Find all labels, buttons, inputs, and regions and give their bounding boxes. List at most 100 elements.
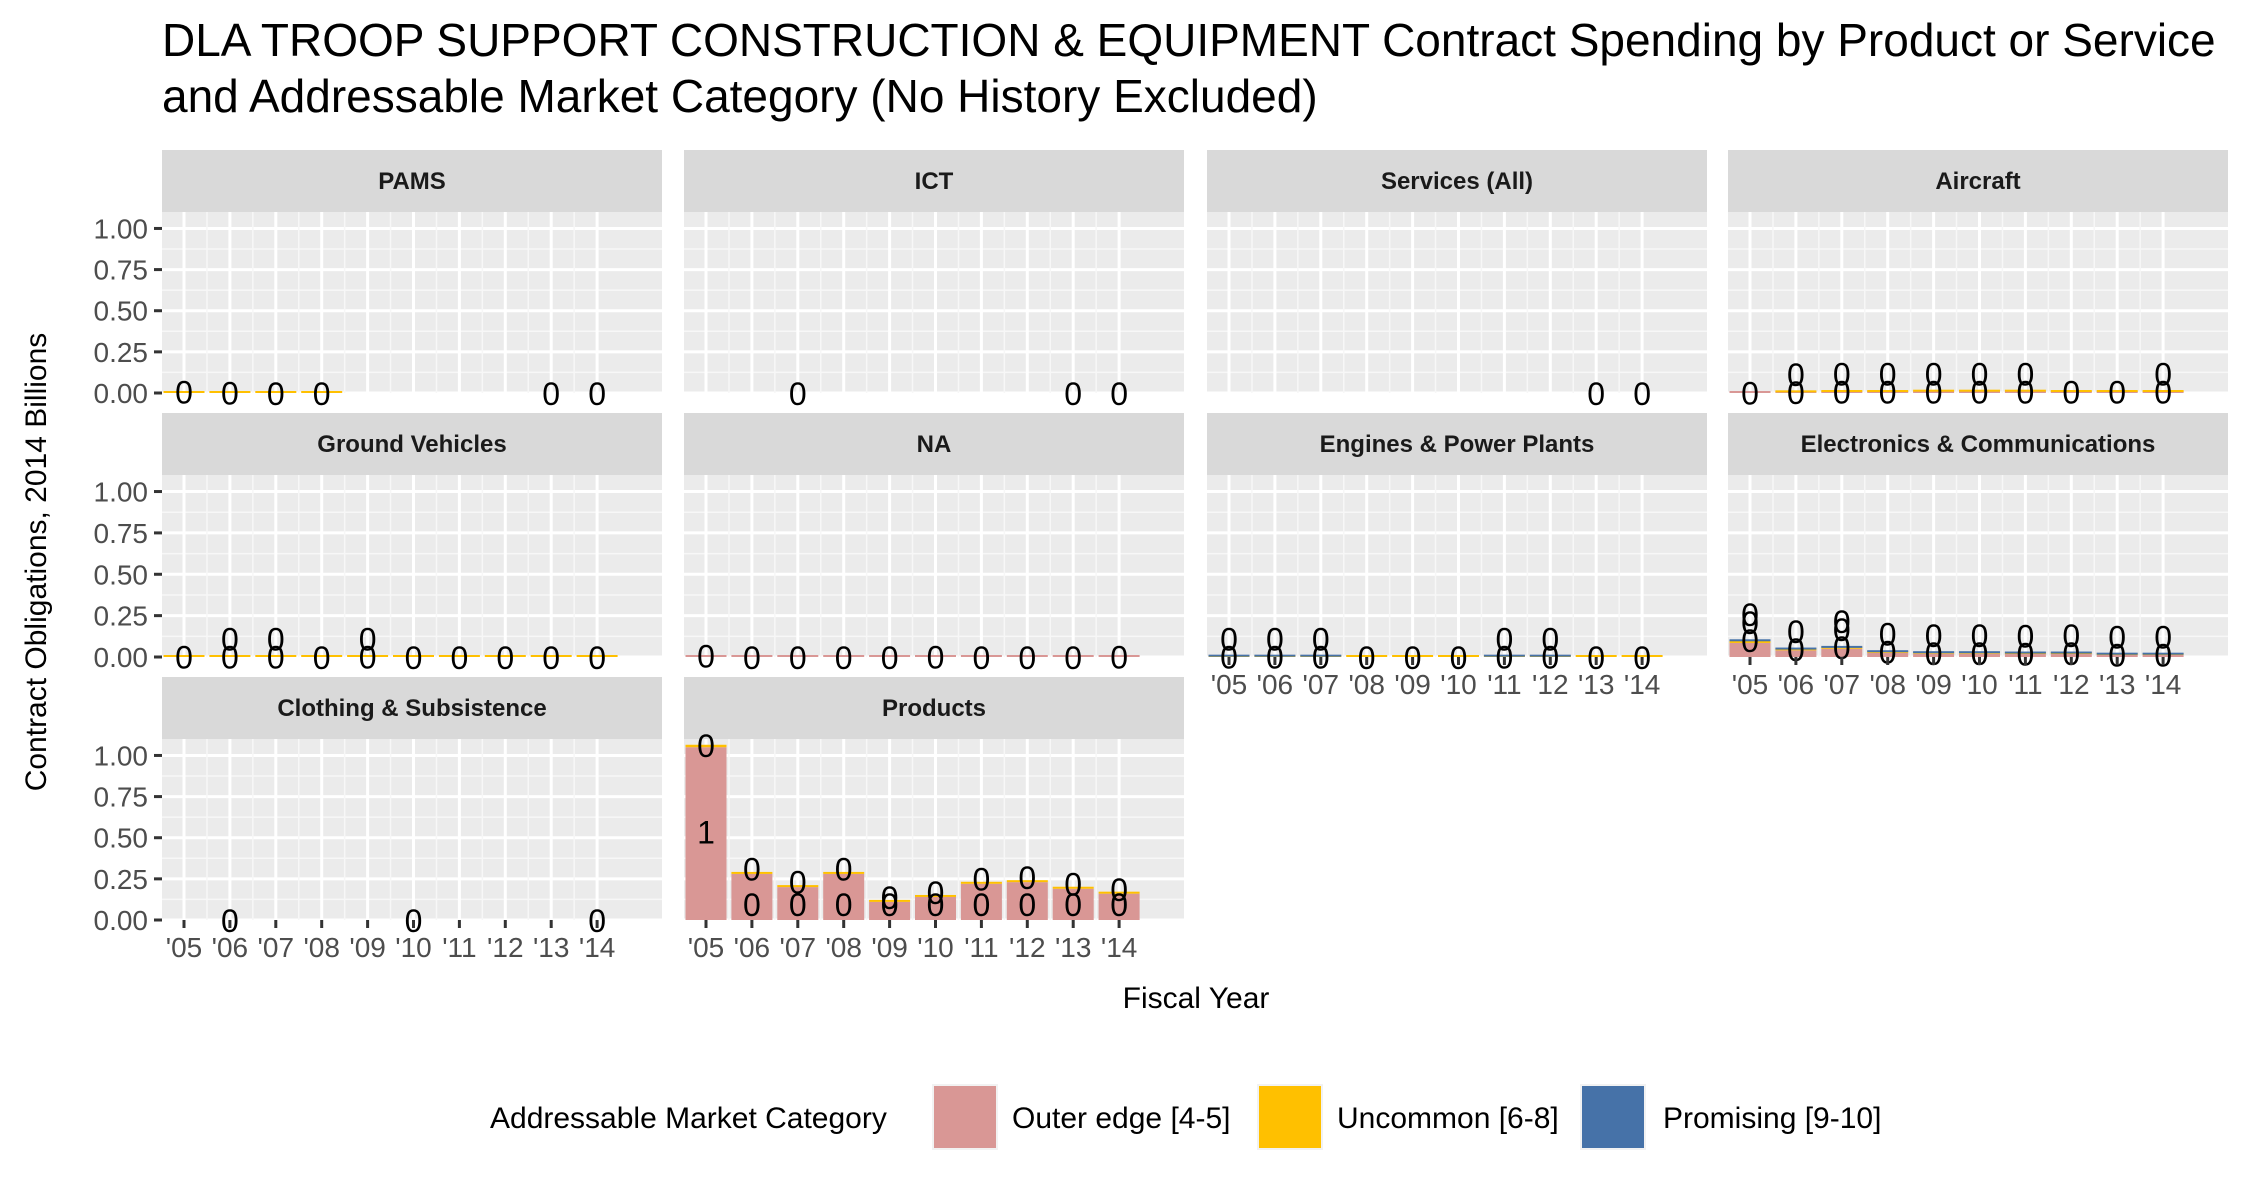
bar-outer-edge-4-5	[915, 896, 956, 920]
facet-strip	[162, 413, 662, 475]
x-tick-label: '13	[1578, 669, 1615, 700]
bar-outer-edge-4-5	[1913, 391, 1955, 393]
legend-label-promising-9-10: Promising [9-10]	[1663, 1102, 1881, 1135]
data-label: 0	[1833, 612, 1851, 648]
data-label: 0	[1787, 632, 1805, 668]
y-tick-label: 0.25	[94, 337, 149, 368]
x-tick-label: '06	[734, 932, 771, 963]
bar-uncommon-6-8	[163, 391, 205, 393]
data-label: 0	[1312, 621, 1330, 657]
bar-promising-9-10	[2004, 651, 2046, 654]
x-tick-label: '10	[917, 932, 954, 963]
data-label: 0	[743, 640, 761, 676]
data-label: 0	[1018, 860, 1036, 896]
bar-uncommon-6-8	[1959, 389, 2000, 392]
data-label: 0	[1064, 867, 1082, 903]
facet-strip	[1728, 150, 2228, 212]
bar-promising-9-10	[2096, 652, 2138, 655]
data-label: 0	[2154, 638, 2172, 674]
data-label: 0	[835, 640, 853, 676]
bar-outer-edge-4-5	[2142, 655, 2184, 657]
bar-outer-edge-4-5	[1052, 888, 1094, 920]
bar-outer-edge-4-5	[2096, 655, 2138, 657]
bar-outer-edge-4-5	[1052, 655, 1094, 657]
x-tick-label: '09	[1915, 669, 1952, 700]
data-label: 0	[1925, 374, 1943, 410]
x-tick-label: '08	[303, 932, 340, 963]
bar-uncommon-6-8	[1052, 886, 1094, 889]
legend-swatch-promising-9-10	[1582, 1086, 1644, 1148]
data-label: 0	[1971, 356, 1989, 392]
gridlines	[684, 212, 1184, 395]
bar-outer-edge-4-5	[2004, 654, 2046, 657]
facet-services-all: Services (All) 0 0	[1207, 150, 1707, 412]
data-label: 0	[1833, 357, 1851, 393]
y-tick-label: 0.50	[94, 559, 149, 590]
data-label: 0	[359, 621, 377, 657]
bar-outer-edge-4-5	[1775, 650, 1817, 657]
bar-uncommon-6-8	[1621, 655, 1663, 657]
facet-strip	[162, 150, 662, 212]
x-tick-label: '13	[1055, 932, 1092, 963]
legend-label-outer-edge-4-5: Outer edge [4-5]	[1012, 1102, 1230, 1135]
facet-strip	[1207, 150, 1707, 212]
x-tick-label: '10	[1961, 669, 1998, 700]
bar-uncommon-6-8	[209, 655, 251, 657]
data-label: 0	[1833, 604, 1851, 640]
bar-outer-edge-4-5	[777, 655, 819, 657]
bar-promising-9-10	[1775, 647, 1817, 650]
data-label: 0	[881, 887, 899, 923]
data-label: 0	[1787, 614, 1805, 650]
bar-uncommon-6-8	[438, 655, 480, 657]
y-tick-label: 0.00	[94, 905, 149, 936]
facet-strip-label: NA	[917, 431, 952, 458]
data-label: 0	[2108, 638, 2126, 674]
data-label: 0	[1879, 357, 1897, 393]
bar-uncommon-6-8	[1867, 390, 1909, 393]
data-label: 0	[789, 640, 807, 676]
data-label: 0	[313, 640, 331, 676]
data-label: 0	[1741, 605, 1759, 641]
bar-outer-edge-4-5	[1959, 391, 2000, 393]
y-axis-title: Contract Obligations, 2014 Billions	[20, 333, 53, 792]
bar-outer-edge-4-5	[1006, 882, 1048, 920]
x-tick-label: '11	[1487, 669, 1521, 700]
bar-uncommon-6-8	[301, 655, 343, 657]
data-label: 0	[1064, 887, 1082, 923]
data-label: 1	[697, 814, 715, 850]
data-label: 0	[927, 887, 945, 923]
bar-outer-edge-4-5	[777, 887, 819, 920]
bar-promising-9-10	[2050, 651, 2092, 654]
data-label: 0	[451, 640, 469, 676]
y-tick-label: 0.75	[94, 255, 149, 286]
data-label: 0	[927, 640, 945, 676]
x-tick-label: '06	[212, 932, 249, 963]
data-label: 0	[588, 640, 606, 676]
bar-outer-edge-4-5	[869, 655, 911, 657]
data-label: 0	[1220, 621, 1238, 657]
data-label: 0	[175, 640, 193, 676]
data-label: 0	[2062, 618, 2080, 654]
bar-uncommon-6-8	[823, 871, 865, 874]
x-tick-label: '14	[579, 932, 616, 963]
x-tick-label: '11	[964, 932, 998, 963]
x-tick-label: '12	[1009, 932, 1046, 963]
bar-uncommon-6-8	[2050, 390, 2092, 393]
bar-promising-9-10	[1821, 645, 1863, 648]
bar-uncommon-6-8	[347, 655, 389, 657]
data-label: 0	[1787, 375, 1805, 411]
data-label: 0	[221, 622, 239, 658]
y-tick-label: 0.00	[94, 642, 149, 673]
bar-outer-edge-4-5	[915, 655, 956, 657]
x-tick-label: '10	[1440, 669, 1477, 700]
bar-promising-9-10	[1867, 650, 1909, 653]
data-label: 0	[789, 887, 807, 923]
bar-uncommon-6-8	[777, 885, 819, 888]
bar-outer-edge-4-5	[1821, 648, 1863, 657]
x-tick-label: '10	[395, 932, 432, 963]
data-label: 0	[2017, 636, 2035, 672]
data-label: 0	[1018, 887, 1036, 923]
